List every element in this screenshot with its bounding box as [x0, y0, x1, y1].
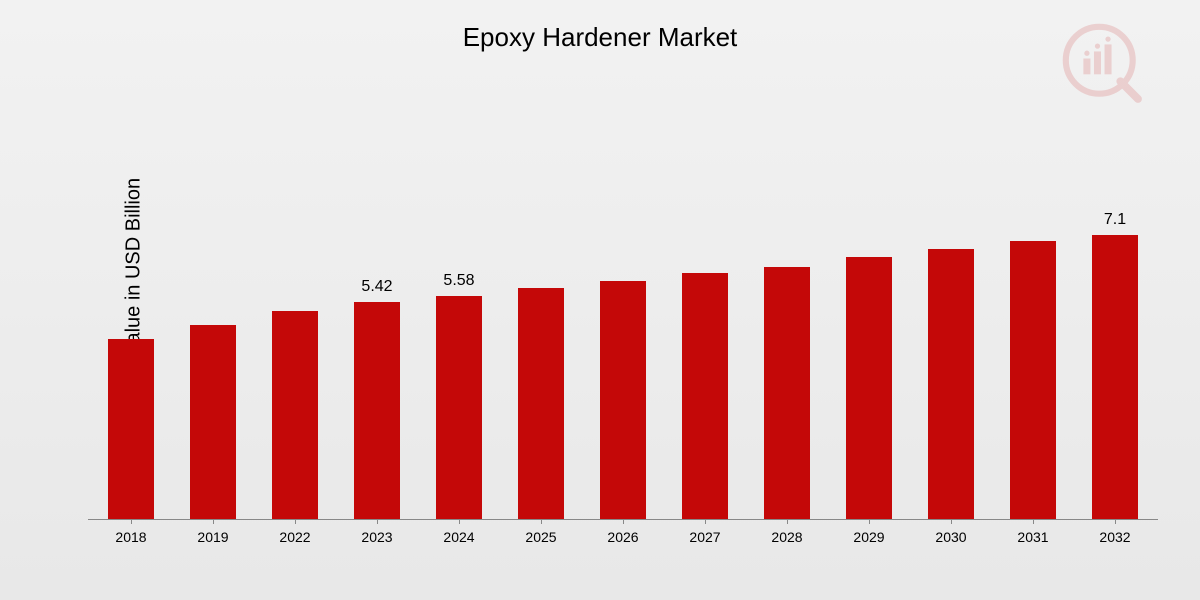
- bar-group: 2031: [1010, 241, 1056, 519]
- bar: [846, 257, 892, 519]
- x-tick-mark: [131, 519, 132, 524]
- bar-group: 2029: [846, 257, 892, 519]
- bar: [436, 296, 482, 519]
- bar: [600, 281, 646, 519]
- bar-group: 2022: [272, 311, 318, 519]
- x-tick-label: 2023: [361, 529, 392, 545]
- x-tick-mark: [541, 519, 542, 524]
- x-tick-mark: [951, 519, 952, 524]
- x-tick-mark: [459, 519, 460, 524]
- x-tick-label: 2026: [607, 529, 638, 545]
- bar: [764, 267, 810, 519]
- bar-group: 2027: [682, 273, 728, 519]
- x-tick-label: 2019: [197, 529, 228, 545]
- bar-group: 2026: [600, 281, 646, 519]
- x-tick-mark: [787, 519, 788, 524]
- bar-value-label: 5.58: [443, 272, 474, 290]
- bar: [1010, 241, 1056, 519]
- x-tick-mark: [869, 519, 870, 524]
- x-tick-label: 2024: [443, 529, 474, 545]
- bar: [190, 325, 236, 519]
- bar: [1092, 235, 1138, 519]
- x-tick-label: 2028: [771, 529, 802, 545]
- bar-group: 7.12032: [1092, 235, 1138, 519]
- x-tick-label: 2030: [935, 529, 966, 545]
- bar: [108, 339, 154, 519]
- x-tick-label: 2027: [689, 529, 720, 545]
- bar-group: 5.582024: [436, 296, 482, 519]
- bar-value-label: 7.1: [1104, 211, 1126, 229]
- bar: [272, 311, 318, 519]
- x-tick-label: 2031: [1017, 529, 1048, 545]
- x-tick-mark: [213, 519, 214, 524]
- bar: [928, 249, 974, 519]
- x-tick-label: 2018: [115, 529, 146, 545]
- x-tick-mark: [1115, 519, 1116, 524]
- bar: [682, 273, 728, 519]
- bar: [354, 302, 400, 519]
- bar-group: 2018: [108, 339, 154, 519]
- x-tick-label: 2032: [1099, 529, 1130, 545]
- bar-group: 5.422023: [354, 302, 400, 519]
- x-tick-label: 2025: [525, 529, 556, 545]
- x-tick-mark: [1033, 519, 1034, 524]
- brand-logo-watermark: [1057, 18, 1145, 111]
- x-tick-mark: [705, 519, 706, 524]
- bar-group: 2028: [764, 267, 810, 519]
- bar-group: 2030: [928, 249, 974, 519]
- x-tick-mark: [295, 519, 296, 524]
- x-tick-mark: [623, 519, 624, 524]
- bar-value-label: 5.42: [361, 278, 392, 296]
- bar: [518, 288, 564, 519]
- bar-group: 2019: [190, 325, 236, 519]
- x-tick-mark: [377, 519, 378, 524]
- x-tick-label: 2022: [279, 529, 310, 545]
- chart-title: Epoxy Hardener Market: [0, 22, 1200, 53]
- bar-group: 2025: [518, 288, 564, 519]
- plot-area: 2018 2019 2022 5.422023 5.582024 2025 2026 2027…: [88, 120, 1158, 520]
- x-tick-label: 2029: [853, 529, 884, 545]
